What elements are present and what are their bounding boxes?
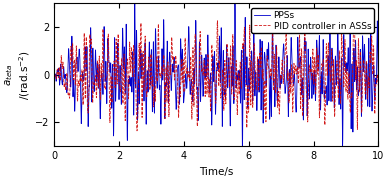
- PPSs: [240, 147, 245, 149]
- PPSs: [345, 62, 349, 64]
- PID controller in ASSs: [276, 90, 281, 92]
- PPSs: [52, 74, 57, 76]
- PID controller in ASSs: [344, 71, 349, 73]
- PPSs: [353, 63, 357, 65]
- X-axis label: Time/s: Time/s: [199, 166, 234, 177]
- PID controller in ASSs: [353, 58, 357, 60]
- Line: PID controller in ASSs: PID controller in ASSs: [54, 17, 378, 131]
- PPSs: [208, 75, 213, 77]
- Line: PPSs: PPSs: [54, 0, 378, 148]
- PID controller in ASSs: [208, 102, 213, 104]
- PID controller in ASSs: [376, 84, 381, 86]
- Legend: PPSs, PID controller in ASSs: PPSs, PID controller in ASSs: [251, 8, 374, 33]
- PID controller in ASSs: [135, 130, 139, 132]
- PID controller in ASSs: [52, 74, 57, 76]
- PID controller in ASSs: [116, 47, 120, 49]
- PID controller in ASSs: [355, 127, 360, 129]
- PPSs: [355, 66, 360, 68]
- PPSs: [376, 80, 381, 82]
- PID controller in ASSs: [352, 15, 357, 18]
- PPSs: [116, 42, 120, 44]
- PPSs: [276, 61, 281, 63]
- Y-axis label: $a_{teta}$
/(rad.s$^{-2}$): $a_{teta}$ /(rad.s$^{-2}$): [3, 50, 32, 100]
